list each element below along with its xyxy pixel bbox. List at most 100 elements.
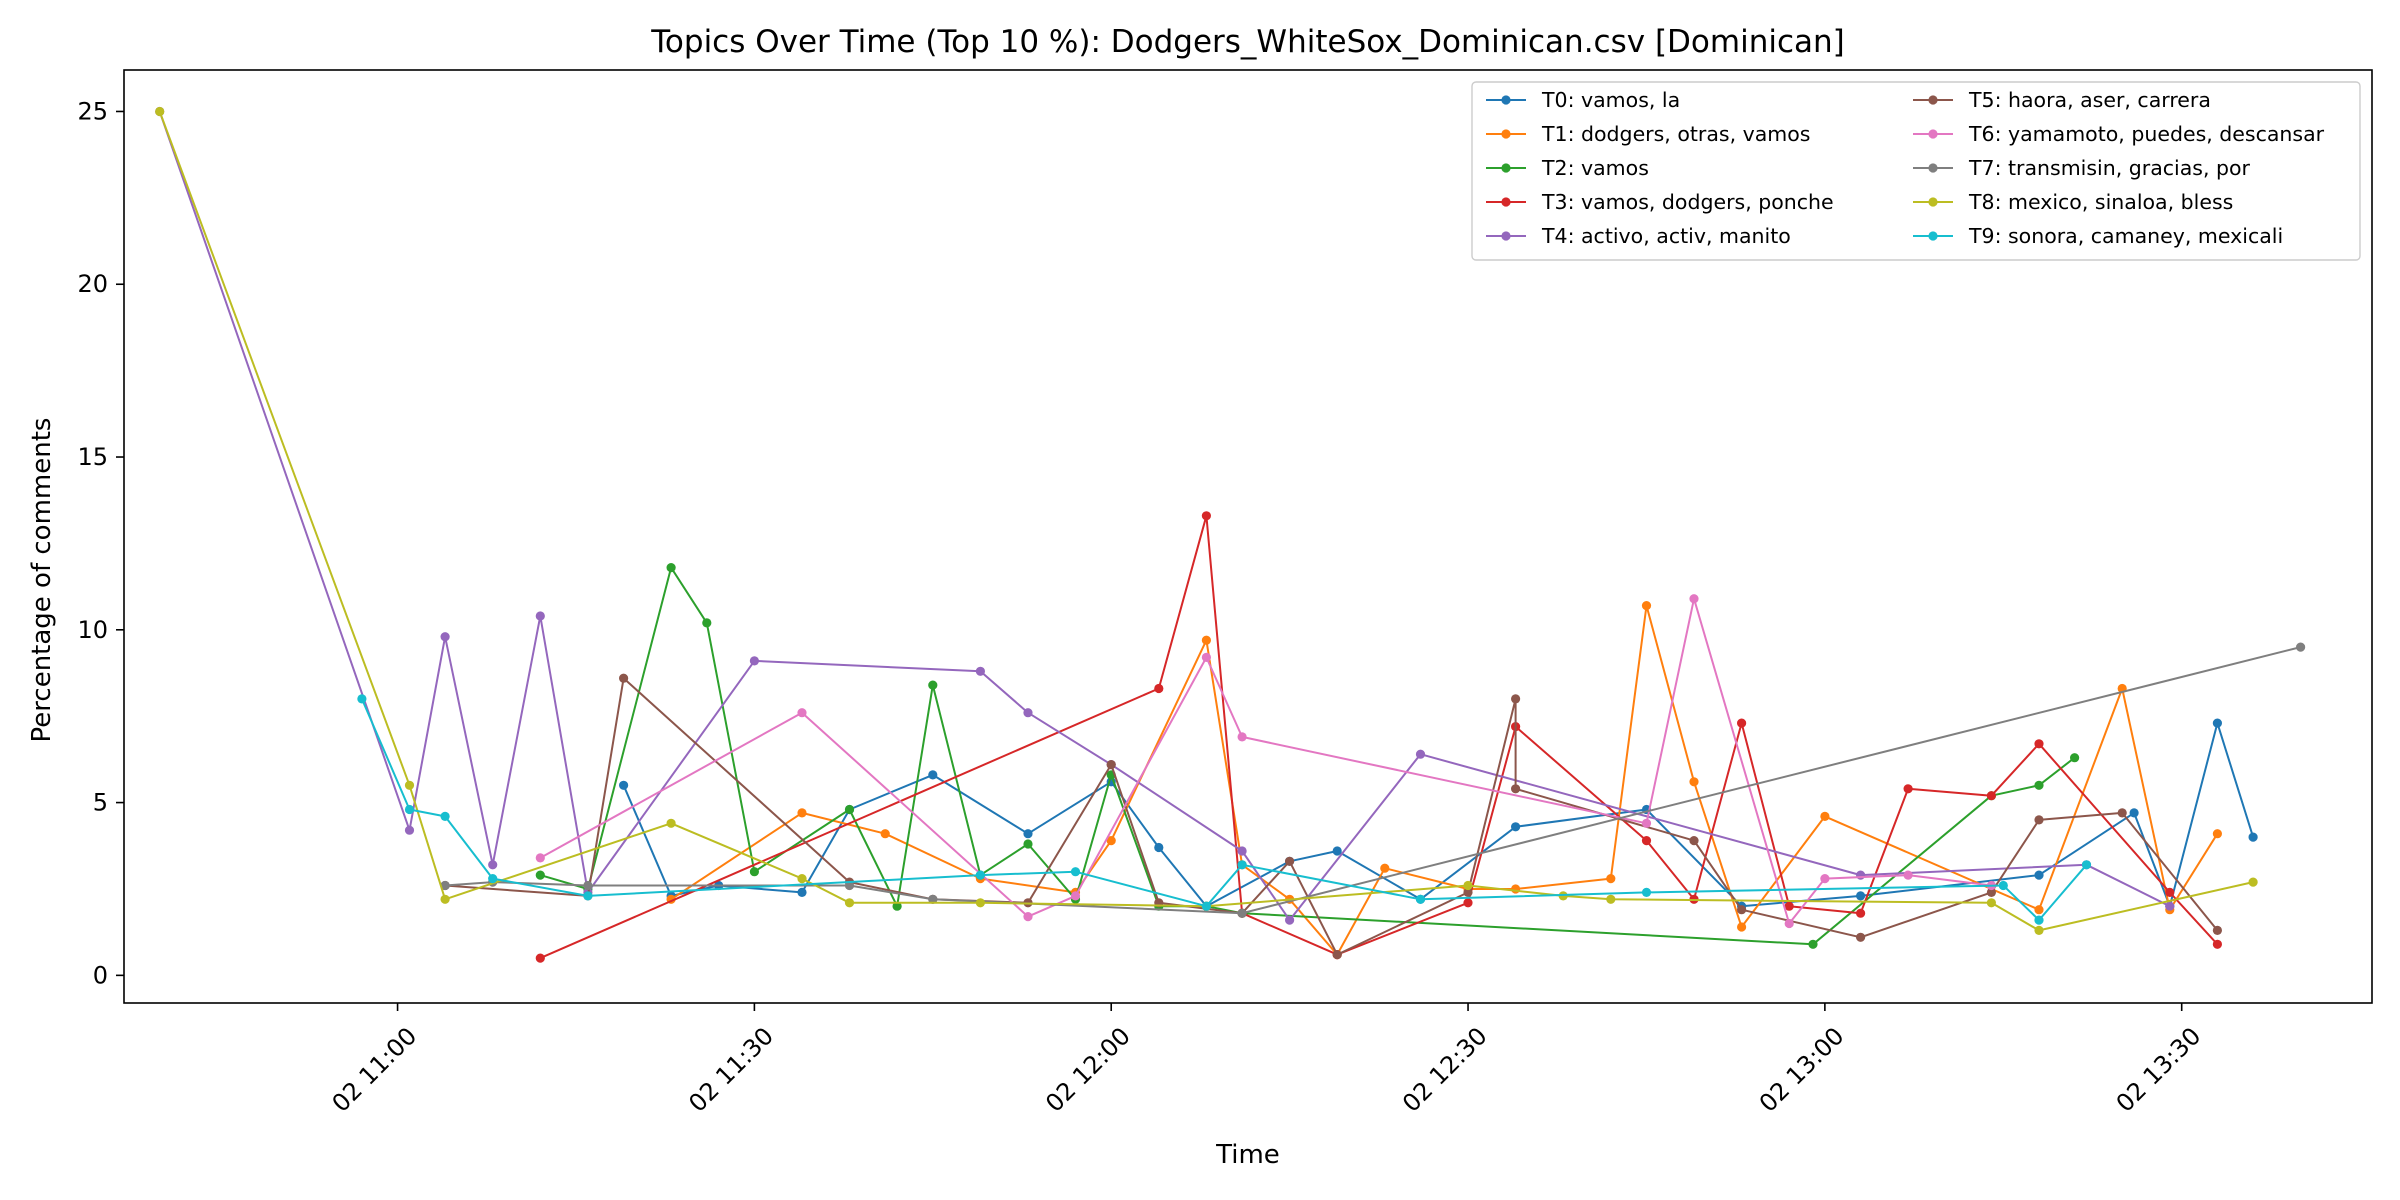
- data-point: [2034, 815, 2044, 825]
- data-point: [1689, 777, 1699, 787]
- data-point: [1641, 887, 1652, 898]
- data-point: [1070, 867, 1081, 877]
- series-t5: [440, 673, 2222, 960]
- data-point: [844, 880, 855, 891]
- data-point: [975, 898, 986, 908]
- data-point: [1986, 887, 1996, 898]
- data-point: [1903, 784, 1913, 794]
- data-point: [1023, 829, 1033, 839]
- data-point: [1820, 811, 1830, 822]
- data-point: [797, 708, 807, 718]
- legend-label: T6: yamamoto, puedes, descansar: [1968, 122, 2325, 146]
- series-layer: [155, 106, 2306, 963]
- legend-item: T8: mexico, sinaloa, bless: [1913, 190, 2233, 214]
- data-point: [1998, 880, 2008, 891]
- legend-item: T2: vamos: [1486, 156, 1649, 180]
- data-point: [1511, 694, 1521, 704]
- data-point: [2070, 753, 2080, 763]
- legend-item: T7: transmisin, gracias, por: [1913, 156, 2251, 180]
- data-point: [1070, 891, 1081, 901]
- data-point: [1820, 874, 1830, 884]
- legend-swatch-marker: [1928, 129, 1938, 139]
- data-point: [1415, 894, 1426, 904]
- y-axis-label: Percentage of comments: [27, 418, 57, 743]
- series-line: [670, 604, 2219, 956]
- series-line: [158, 111, 2171, 922]
- data-point: [1784, 901, 1794, 911]
- y-axis: 0 5 10 15 20 25: [77, 97, 124, 989]
- data-point: [1737, 905, 1747, 915]
- data-point: [1201, 635, 1211, 645]
- data-point: [1606, 894, 1616, 904]
- data-point: [2212, 925, 2222, 936]
- data-point: [440, 894, 450, 904]
- data-point: [1737, 718, 1747, 728]
- data-point: [1903, 870, 1913, 880]
- data-point: [702, 618, 712, 628]
- data-point: [2165, 887, 2175, 898]
- data-point: [404, 804, 415, 815]
- data-point: [583, 880, 593, 891]
- legend-label: T2: vamos: [1541, 156, 1649, 180]
- plot-frame: [123, 69, 2373, 1004]
- data-point: [2034, 739, 2044, 749]
- data-point: [2248, 877, 2258, 887]
- data-point: [155, 106, 165, 117]
- data-point: [1415, 749, 1426, 759]
- data-point: [1023, 839, 1033, 849]
- series-line: [360, 698, 2088, 922]
- data-point: [357, 694, 367, 704]
- data-point: [535, 853, 545, 863]
- data-point: [2034, 780, 2044, 790]
- data-point: [666, 563, 676, 573]
- data-point: [797, 874, 807, 884]
- data-point: [619, 673, 629, 683]
- data-point: [440, 880, 450, 891]
- data-point: [1689, 836, 1699, 846]
- data-point: [844, 898, 855, 908]
- x-axis-label: Time: [1215, 1140, 1280, 1170]
- data-point: [2212, 939, 2222, 949]
- data-point: [1463, 898, 1473, 908]
- data-point: [1641, 601, 1652, 611]
- data-point: [440, 632, 450, 642]
- legend-swatch-marker: [1928, 163, 1938, 173]
- data-point: [1784, 918, 1794, 929]
- data-point: [1106, 760, 1116, 770]
- data-point: [975, 666, 986, 676]
- data-point: [440, 811, 450, 822]
- data-point: [404, 780, 415, 790]
- data-point: [975, 870, 986, 880]
- data-point: [1986, 791, 1996, 801]
- data-point: [1154, 842, 1164, 853]
- legend-label: T1: dodgers, otras, vamos: [1541, 122, 1811, 146]
- data-point: [1380, 863, 1390, 873]
- series-line: [622, 722, 2255, 908]
- data-point: [928, 770, 938, 780]
- data-point: [1856, 908, 1866, 918]
- data-point: [535, 611, 545, 621]
- data-point: [1201, 652, 1211, 663]
- legend-swatch-marker: [1501, 95, 1511, 105]
- data-point: [1511, 822, 1521, 832]
- legend-label: T8: mexico, sinaloa, bless: [1968, 190, 2233, 214]
- data-point: [880, 829, 890, 839]
- data-point: [2296, 642, 2306, 652]
- data-point: [1237, 732, 1247, 742]
- data-point: [1285, 915, 1295, 925]
- y-tick-label: 15: [77, 443, 108, 471]
- legend-label: T0: vamos, la: [1541, 88, 1680, 112]
- series-t6: [535, 594, 1996, 929]
- data-point: [1737, 922, 1747, 932]
- legend-swatch-marker: [1501, 197, 1511, 207]
- legend-item: T0: vamos, la: [1486, 88, 1680, 112]
- data-point: [1023, 708, 1033, 718]
- data-point: [1154, 683, 1164, 694]
- series-line: [539, 597, 1992, 925]
- series-line: [158, 111, 2254, 932]
- data-point: [2129, 808, 2139, 818]
- data-point: [749, 656, 760, 666]
- data-point: [1511, 784, 1521, 794]
- data-point: [488, 874, 498, 884]
- data-point: [2248, 832, 2258, 842]
